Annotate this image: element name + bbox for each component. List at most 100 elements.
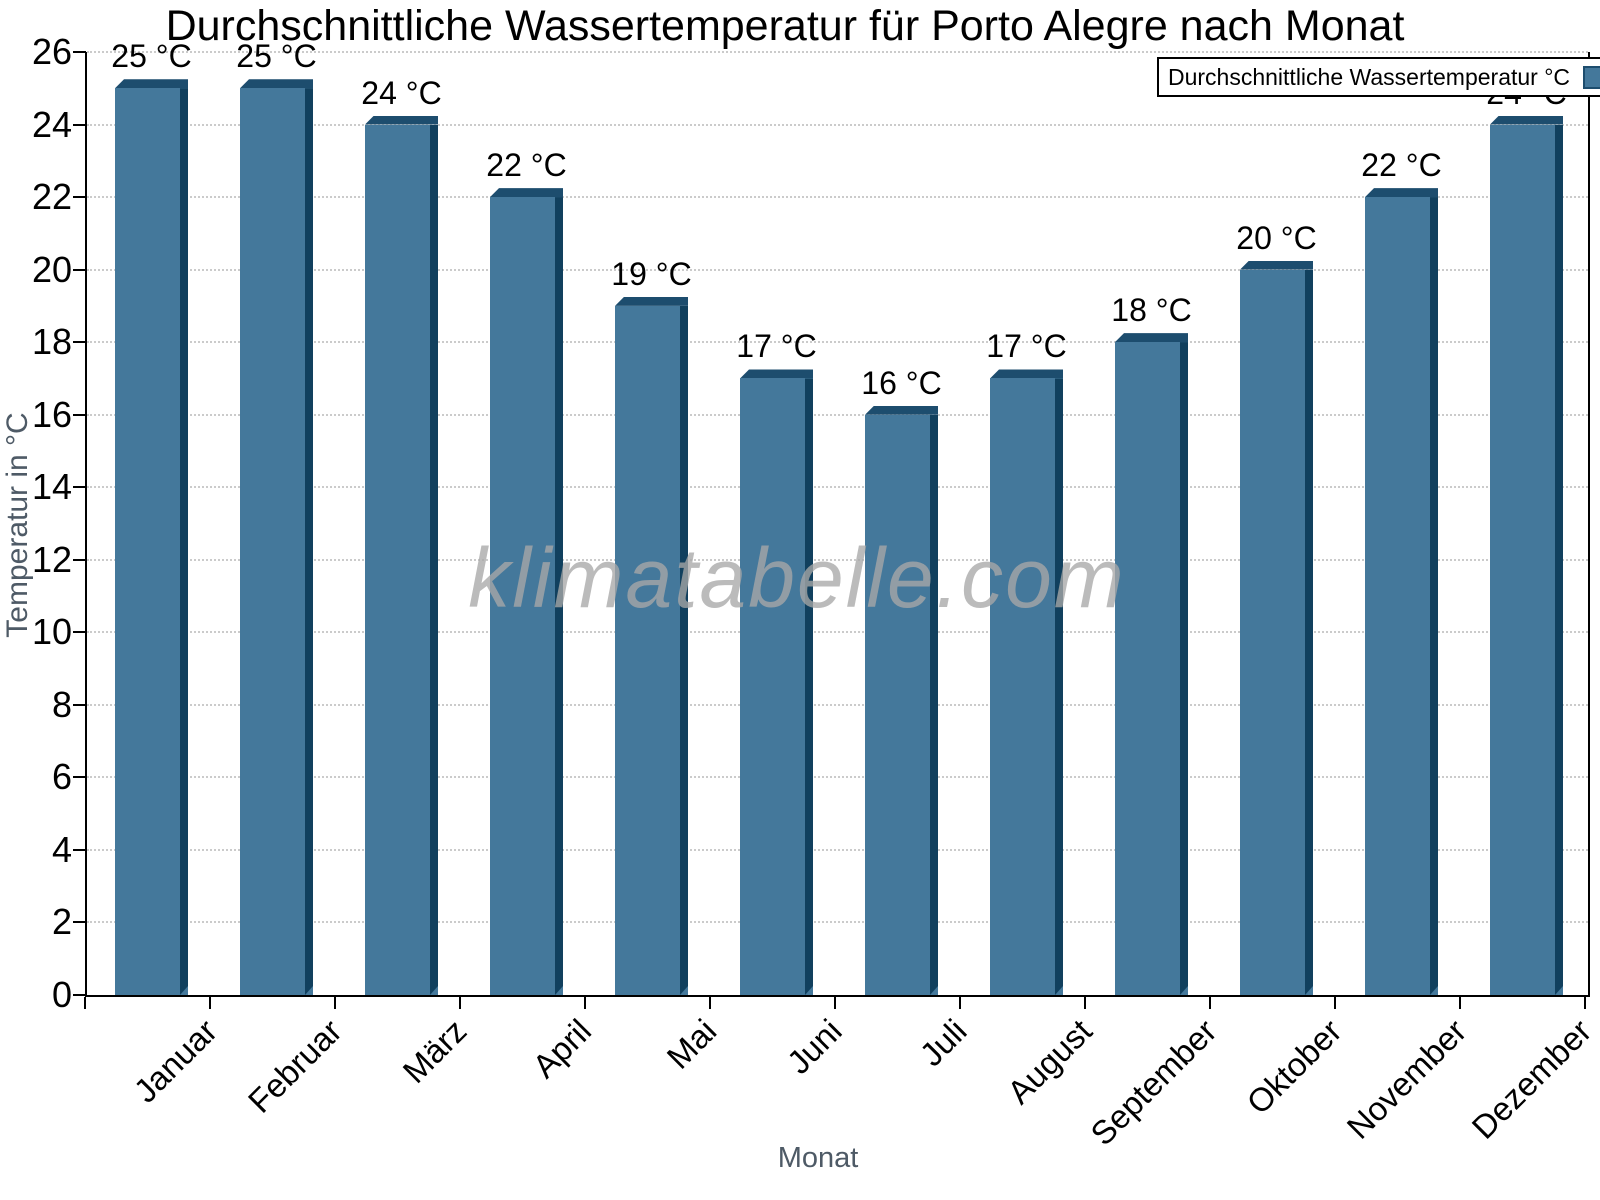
- x-tick-mark-10: [1334, 997, 1336, 1009]
- data-label-januar: 25 °C: [111, 38, 192, 75]
- x-tick-mark-6: [834, 997, 836, 1009]
- bar-top-face: [740, 369, 813, 379]
- legend[interactable]: Durchschnittliche Wassertemperatur °C: [1157, 57, 1600, 97]
- bar-januar[interactable]: [115, 79, 188, 995]
- gridline-26: [87, 51, 1588, 53]
- y-tick-label-10: 10: [31, 611, 72, 653]
- bar-side-face: [305, 88, 313, 995]
- y-tick-mark-4: [73, 848, 86, 851]
- gridline-14: [87, 486, 1588, 489]
- y-tick-label-16: 16: [31, 393, 72, 435]
- bar-top-face: [1115, 333, 1188, 343]
- x-tick-label-juni: Juni: [779, 1012, 849, 1081]
- bar-top-face: [115, 79, 188, 89]
- data-label-august: 17 °C: [986, 328, 1067, 365]
- data-label-november: 22 °C: [1361, 147, 1442, 184]
- x-tick-mark-4: [584, 997, 586, 1009]
- x-tick-label-oktober: Oktober: [1239, 1012, 1349, 1122]
- bar-side-face: [1555, 125, 1563, 995]
- x-tick-label-juli: Juli: [912, 1012, 974, 1074]
- bar-side-face: [430, 125, 438, 995]
- gridline-20: [87, 268, 1588, 271]
- y-tick-label-4: 4: [51, 828, 72, 870]
- gridline-24: [87, 123, 1588, 126]
- data-label-september: 18 °C: [1111, 292, 1192, 329]
- y-tick-mark-16: [73, 413, 86, 416]
- bar-top-face: [615, 296, 688, 306]
- bar-februar[interactable]: [240, 79, 313, 995]
- y-tick-mark-22: [73, 196, 86, 199]
- y-tick-mark-12: [73, 558, 86, 561]
- x-tick-mark-9: [1209, 997, 1211, 1009]
- gridline-2: [87, 921, 1588, 924]
- bar-top-face: [865, 405, 938, 415]
- x-tick-mark-8: [1084, 997, 1086, 1009]
- x-axis-title: Monat: [777, 1142, 859, 1174]
- bar-juli[interactable]: [865, 405, 938, 995]
- x-tick-label-april: April: [525, 1012, 599, 1085]
- x-tick-mark-0: [84, 997, 86, 1009]
- bar-märz[interactable]: [365, 115, 438, 995]
- bar-oktober[interactable]: [1240, 260, 1313, 995]
- x-tick-label-august: August: [999, 1012, 1099, 1111]
- x-tick-mark-3: [459, 997, 461, 1009]
- x-tick-label-mai: Mai: [659, 1012, 724, 1076]
- bar-side-face: [680, 306, 688, 995]
- y-tick-label-14: 14: [31, 466, 72, 508]
- y-tick-label-24: 24: [31, 103, 72, 145]
- y-tick-label-18: 18: [31, 321, 72, 363]
- gridline-12: [87, 558, 1588, 561]
- bar-side-face: [1430, 197, 1438, 995]
- data-label-oktober: 20 °C: [1236, 219, 1317, 256]
- y-tick-label-6: 6: [51, 756, 72, 798]
- chart-title: Durchschnittliche Wassertemperatur für P…: [165, 2, 1405, 50]
- bar-april[interactable]: [490, 188, 563, 995]
- bar-september[interactable]: [1115, 333, 1188, 995]
- gridline-18: [87, 341, 1588, 344]
- y-tick-label-20: 20: [31, 248, 72, 290]
- y-tick-mark-14: [73, 486, 86, 489]
- x-tick-label-november: November: [1339, 1012, 1474, 1146]
- y-tick-label-8: 8: [51, 683, 72, 725]
- data-label-märz: 24 °C: [361, 74, 442, 111]
- y-tick-label-2: 2: [51, 901, 72, 943]
- data-label-februar: 25 °C: [236, 38, 317, 75]
- x-tick-mark-2: [334, 997, 336, 1009]
- x-tick-mark-12: [1584, 997, 1586, 1009]
- bar-side-face: [805, 378, 813, 995]
- gridline-4: [87, 848, 1588, 851]
- watermark: klimatabelle.com: [468, 531, 1126, 625]
- bar-top-face: [990, 369, 1063, 379]
- bar-november[interactable]: [1365, 188, 1438, 995]
- bar-top-face: [1365, 188, 1438, 198]
- gridline-16: [87, 413, 1588, 416]
- y-tick-mark-10: [73, 631, 86, 634]
- bar-side-face: [1305, 270, 1313, 995]
- bar-top-face: [1240, 260, 1313, 270]
- x-tick-mark-11: [1459, 997, 1461, 1009]
- x-tick-mark-5: [709, 997, 711, 1009]
- y-tick-mark-2: [73, 921, 86, 924]
- bar-juni[interactable]: [740, 369, 813, 995]
- y-tick-mark-8: [73, 703, 86, 706]
- y-tick-mark-18: [73, 341, 86, 344]
- bar-side-face: [1055, 378, 1063, 995]
- data-label-juni: 17 °C: [736, 328, 817, 365]
- bar-top-face: [490, 188, 563, 198]
- bar-august[interactable]: [990, 369, 1063, 995]
- y-tick-label-12: 12: [31, 538, 72, 580]
- y-tick-mark-26: [73, 51, 86, 53]
- x-tick-mark-1: [209, 997, 211, 1009]
- x-tick-label-september: September: [1083, 1012, 1224, 1153]
- bar-mai[interactable]: [615, 296, 688, 995]
- y-tick-label-22: 22: [31, 176, 72, 218]
- bar-side-face: [1180, 342, 1188, 995]
- bar-top-face: [1490, 115, 1563, 125]
- bar-dezember[interactable]: [1490, 115, 1563, 995]
- legend-series-label: Durchschnittliche Wassertemperatur °C: [1168, 63, 1571, 90]
- y-tick-label-0: 0: [51, 974, 72, 1015]
- data-label-juli: 16 °C: [861, 364, 942, 401]
- y-tick-mark-0: [73, 994, 86, 996]
- y-tick-mark-6: [73, 776, 86, 779]
- x-tick-mark-7: [959, 997, 961, 1009]
